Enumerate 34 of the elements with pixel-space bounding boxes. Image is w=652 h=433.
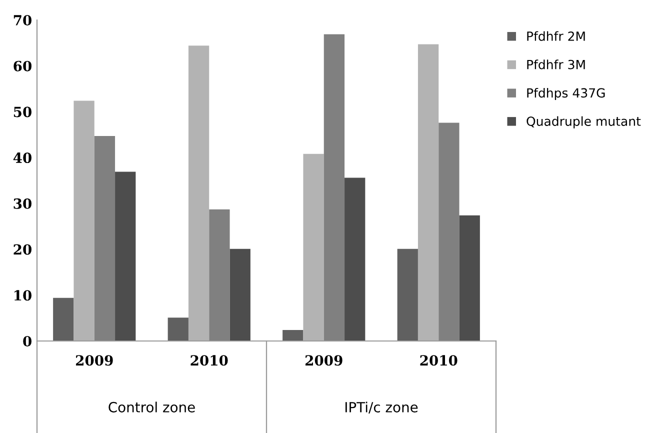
bar — [209, 209, 230, 341]
x-tick-label: 2010 — [190, 355, 228, 366]
y-tick-label: 70 — [14, 14, 32, 26]
bar — [168, 318, 188, 341]
text: IPTi/c zone — [345, 402, 418, 414]
bar — [74, 100, 94, 341]
bar — [94, 136, 116, 341]
bar — [418, 44, 439, 341]
bar — [438, 122, 460, 341]
y-tick-label: 50 — [14, 106, 32, 118]
y-tick-label: 0 — [23, 336, 32, 346]
bar — [344, 178, 366, 341]
legend-label: Pfdhps 437G — [527, 88, 605, 100]
bar — [230, 248, 250, 341]
bar — [53, 298, 74, 341]
bar — [188, 46, 210, 341]
bar — [282, 330, 304, 341]
bar — [459, 215, 480, 341]
bar — [324, 34, 345, 341]
x-tick-label: 2009 — [305, 355, 342, 366]
y-tick-label: 60 — [14, 60, 32, 72]
y-tick-label: 40 — [13, 152, 32, 164]
bar — [303, 154, 324, 341]
text: Control zone — [108, 402, 195, 412]
y-tick-label: 10 — [14, 290, 32, 301]
bar — [397, 248, 418, 341]
legend-label: Pfdhfr 2M — [527, 31, 585, 41]
legend-label: Pfdhfr 3M — [527, 60, 585, 70]
legend-label: Quadruple mutant — [526, 116, 641, 128]
y-tick-label: 20 — [14, 244, 32, 255]
y-tick-label: 30 — [14, 198, 32, 209]
bar — [115, 172, 136, 341]
x-tick-label: 2010 — [420, 355, 458, 366]
x-tick-label: 2009 — [76, 355, 113, 366]
